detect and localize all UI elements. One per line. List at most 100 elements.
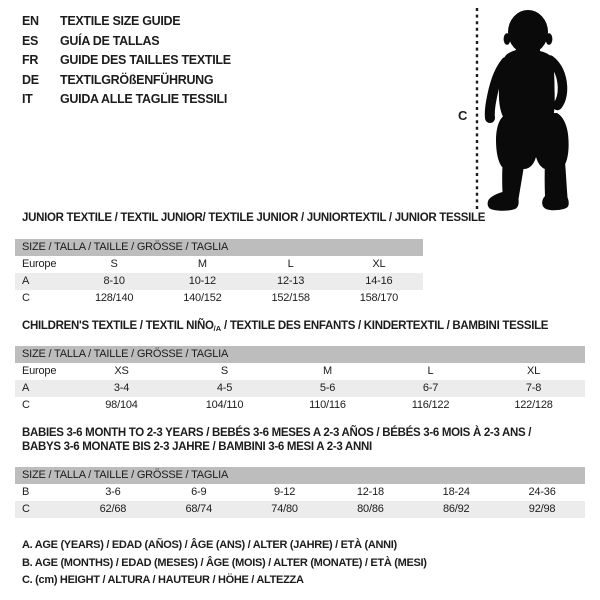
table-cell: 5-6	[319, 382, 336, 394]
table-cell: S	[220, 365, 229, 377]
row-label: C	[22, 503, 30, 515]
row-label: A	[22, 382, 30, 394]
table-title-text: / TEXTILE DES ENFANTS / KINDERTEXTIL / B…	[221, 319, 549, 332]
table-cell: 158/170	[359, 291, 399, 304]
table-title-subscript: /A	[213, 324, 222, 333]
table-cell: M	[323, 365, 332, 377]
table-cell: 74/80	[271, 503, 298, 515]
table-section: JUNIOR TEXTILE / TEXTIL JUNIOR/ TEXTILE …	[15, 212, 585, 307]
table-cell: 62/68	[99, 503, 127, 515]
table-cell: XS	[114, 365, 129, 377]
table-cell: 12-18	[356, 486, 384, 498]
table-cell: 6-7	[422, 382, 439, 394]
footnote: A. AGE (YEARS) / EDAD (AÑOS) / ÂGE (ANS)…	[22, 539, 397, 551]
table-section: CHILDREN'S TEXTILE / TEXTIL NIÑO/A / TEX…	[15, 320, 585, 415]
table-row: A 8-10 10-12 12-13 14-16	[15, 272, 423, 290]
row-label: Europe	[22, 365, 57, 377]
table-cell: L	[427, 365, 434, 377]
table-cell: 98/104	[105, 399, 138, 411]
language-title: GUIDA ALLE TAGLIE TESSILI	[60, 92, 228, 106]
table-cell: L	[287, 257, 294, 270]
language-code: FR	[22, 53, 39, 67]
table-title: JUNIOR TEXTILE / TEXTIL JUNIOR/ TEXTILE …	[22, 212, 585, 226]
language-code: EN	[22, 14, 39, 28]
size-table-header: SIZE / TALLA / TAILLE / GRÖSSE / TAGLIA	[15, 238, 423, 256]
table-cell: 6-9	[191, 486, 207, 498]
baby-silhouette	[484, 10, 569, 211]
size-table: SIZE / TALLA / TAILLE / GRÖSSE / TAGLIA E…	[15, 346, 585, 414]
table-cell: 104/110	[205, 399, 244, 411]
language-row: ES GUÍA DE TALLAS	[22, 32, 231, 52]
table-cell: 110/116	[309, 399, 346, 411]
row-label: C	[22, 291, 30, 304]
row-label: C	[22, 399, 30, 411]
size-table: SIZE / TALLA / TAILLE / GRÖSSE / TAGLIA B…	[15, 467, 585, 518]
table-cell: XL	[526, 365, 541, 377]
table-cell: 8-10	[103, 274, 125, 287]
table-cell: S	[110, 257, 118, 270]
table-cell: 116/122	[411, 399, 450, 411]
table-cell: 3-6	[105, 486, 121, 498]
language-title: TEXTILGRÖßENFÜHRUNG	[60, 72, 214, 87]
table-row: C 128/140 140/152 152/158 158/170	[15, 290, 423, 307]
footnote: C. (cm) HEIGHT / ALTURA / HAUTEUR / HÖHE…	[22, 574, 304, 586]
table-row: B 3-6 6-9 9-12 12-18 18-24 24-36	[15, 484, 585, 501]
row-label: A	[22, 274, 30, 287]
height-figure: C	[440, 0, 600, 220]
size-table-header: SIZE / TALLA / TAILLE / GRÖSSE / TAGLIA	[15, 346, 585, 363]
table-cell: 4-5	[216, 382, 233, 394]
table-title-text: CHILDREN'S TEXTILE / TEXTIL NIÑO	[22, 319, 214, 332]
table-title: BABIES 3-6 MONTH TO 2-3 YEARS / BEBÉS 3-…	[22, 427, 585, 441]
language-row: IT GUIDA ALLE TAGLIE TESSILI	[22, 90, 231, 110]
height-label: C	[458, 108, 468, 123]
table-cell: 9-12	[273, 486, 296, 498]
row-label: B	[22, 486, 30, 498]
language-title: GUIDE DES TAILLES TEXTILE	[60, 53, 231, 67]
table-row: A 3-4 4-5 5-6 6-7 7-8	[15, 380, 585, 397]
language-code: DE	[22, 72, 39, 87]
table-title-text: BABYS 3-6 MONATE BIS 2-3 JAHRE / BAMBINI…	[22, 440, 372, 453]
table-cell: 152/158	[271, 291, 310, 304]
table-cell: 24-36	[528, 486, 556, 498]
language-row: DE TEXTILGRÖßENFÜHRUNG	[22, 71, 231, 91]
language-title-list: EN TEXTILE SIZE GUIDE ES GUÍA DE TALLAS FR GU…	[22, 12, 231, 110]
table-cell: 86/92	[442, 503, 470, 515]
size-table: SIZE / TALLA / TAILLE / GRÖSSE / TAGLIA E…	[15, 238, 423, 307]
table-cell: 7-8	[525, 382, 542, 394]
table-cell: 80/86	[357, 503, 384, 515]
language-row: FR GUIDE DES TAILLES TEXTILE	[22, 51, 231, 71]
table-row: Europe XS S M L XL	[15, 363, 585, 380]
language-code: ES	[22, 33, 39, 48]
table-row: Europe S M L XL	[15, 256, 423, 273]
table-title-text: BABIES 3-6 MONTH TO 2-3 YEARS / BEBÉS 3-…	[22, 427, 532, 439]
language-row: EN TEXTILE SIZE GUIDE	[22, 12, 231, 32]
footnotes: A. AGE (YEARS) / EDAD (AÑOS) / ÂGE (ANS)…	[22, 537, 585, 590]
table-title: BABYS 3-6 MONATE BIS 2-3 JAHRE / BAMBINI…	[22, 441, 585, 455]
table-cell: M	[197, 257, 207, 270]
table-cell: 140/152	[183, 291, 222, 304]
height-figure-graphic: C	[458, 8, 569, 211]
tables-content: JUNIOR TEXTILE / TEXTIL JUNIOR/ TEXTILE …	[15, 212, 585, 590]
table-cell: 14-16	[365, 274, 393, 287]
language-title: TEXTILE SIZE GUIDE	[60, 14, 181, 28]
table-row: C 62/68 68/74 74/80 80/86 86/92 92/98	[15, 501, 585, 518]
table-cell: 68/74	[185, 503, 212, 515]
table-row: C 98/104 104/110 110/116 116/122 122/128	[15, 397, 585, 414]
table-cell: 122/128	[514, 399, 553, 411]
table-cell: XL	[372, 257, 386, 270]
table-title: CHILDREN'S TEXTILE / TEXTIL NIÑO/A / TEX…	[22, 320, 585, 334]
table-cell: 3-4	[113, 382, 130, 394]
table-cell: 10-12	[188, 274, 216, 287]
language-code: IT	[22, 92, 33, 106]
table-cell: 128/140	[94, 291, 134, 304]
sections-container: JUNIOR TEXTILE / TEXTIL JUNIOR/ TEXTILE …	[15, 212, 585, 518]
table-cell: 12-13	[277, 274, 305, 287]
size-table-header: SIZE / TALLA / TAILLE / GRÖSSE / TAGLIA	[15, 467, 585, 484]
language-title: GUÍA DE TALLAS	[60, 33, 160, 48]
table-section: BABIES 3-6 MONTH TO 2-3 YEARS / BEBÉS 3-…	[15, 427, 585, 518]
table-title-text: JUNIOR TEXTILE / TEXTIL JUNIOR/ TEXTILE …	[22, 212, 486, 224]
row-label: Europe	[22, 257, 57, 270]
footnote: B. AGE (MONTHS) / EDAD (MESES) / ÂGE (MO…	[22, 556, 427, 569]
table-cell: 18-24	[442, 486, 470, 498]
